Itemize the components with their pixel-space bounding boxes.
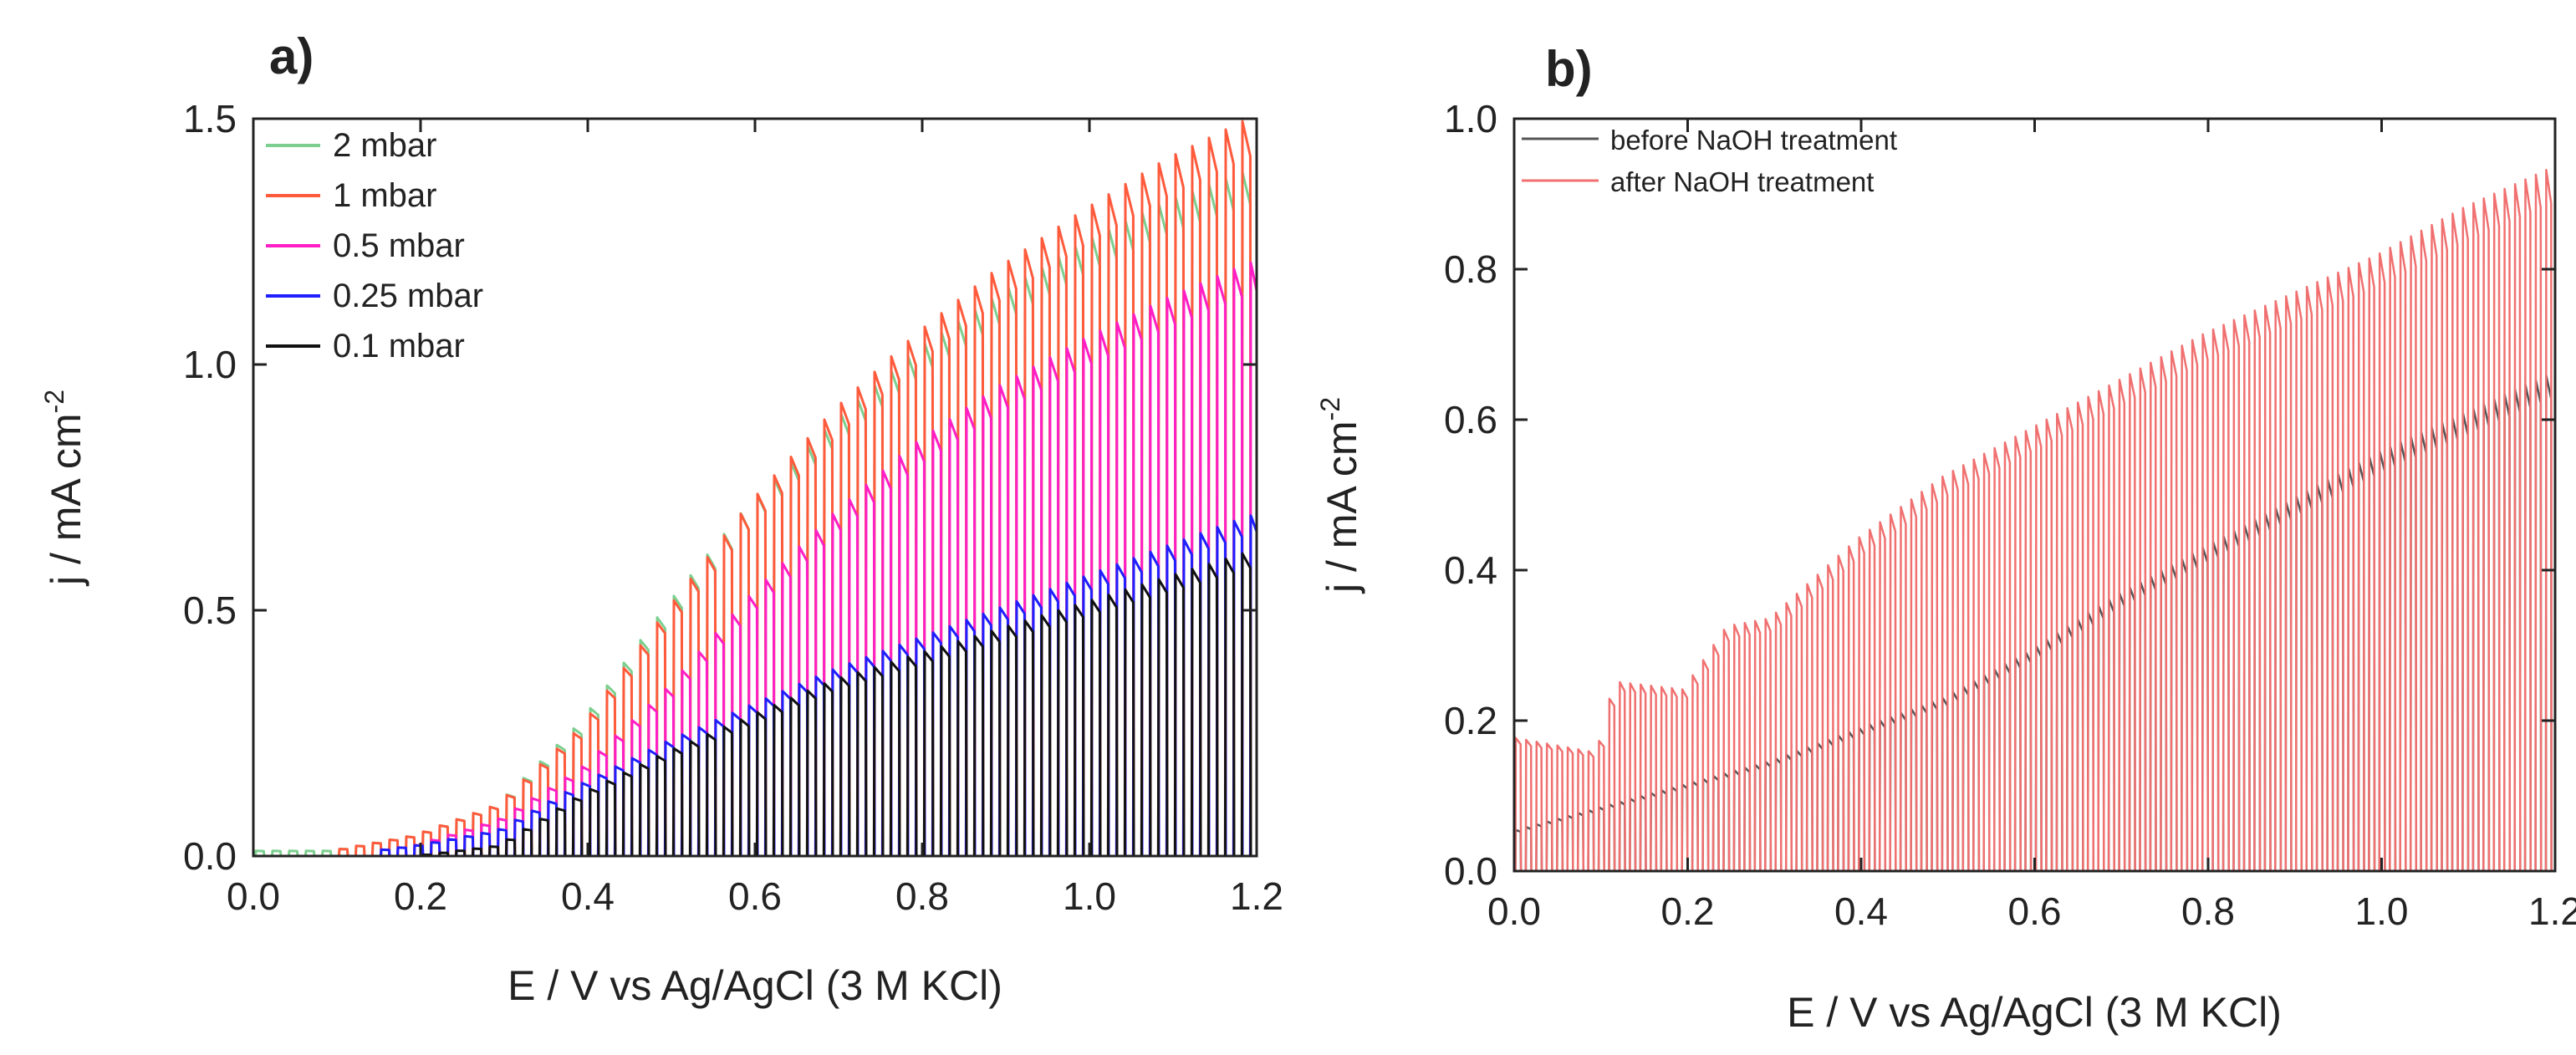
panel-b-x-axis-title: E / V vs Ag/AgCl (3 M KCl) (1787, 989, 2282, 1036)
panel-b-y-axis-title-sup: -2 (1315, 397, 1345, 420)
x-tick-label: 0.6 (728, 874, 782, 918)
x-tick-label: 0.4 (561, 874, 615, 918)
panel-a-x-axis-title: E / V vs Ag/AgCl (3 M KCl) (508, 962, 1002, 1009)
panel-b-axes-frame (1512, 117, 2557, 873)
x-tick-label: 0.0 (1487, 889, 1541, 933)
x-tick-label: 0.8 (895, 874, 949, 918)
panel-a: a) 0.0 0.2 0.4 0.6 0.8 1.0 1.2 0.0 0.5 1.0 1.5 2 m… (39, 28, 1283, 1009)
x-tick-label: 1.2 (1230, 874, 1283, 918)
y-tick-label: 1.5 (183, 97, 237, 140)
legend-label: 0.5 mbar (333, 227, 465, 264)
panel-b-label: b) (1545, 41, 1593, 97)
y-tick-label: 0.6 (1444, 398, 1497, 441)
x-tick-label: 0.8 (2181, 889, 2235, 933)
x-tick-label: 1.0 (1063, 874, 1116, 918)
y-tick-label: 1.0 (1444, 97, 1497, 140)
y-tick-label: 0.0 (1444, 849, 1497, 893)
x-tick-label: 1.0 (2355, 889, 2409, 933)
x-tick-label: 0.4 (1834, 889, 1888, 933)
x-tick-label: 0.0 (227, 874, 280, 918)
y-tick-label: 0.4 (1444, 548, 1497, 592)
y-tick-label: 0.8 (1444, 247, 1497, 291)
x-tick-label: 0.2 (394, 874, 447, 918)
panel-b-y-axis-title-main: j / mA cm (1319, 420, 1365, 594)
y-tick-label: 1.0 (183, 343, 237, 386)
panel-b: b) 0.0 0.2 0.4 0.6 0.8 1.0 1.2 0.0 0.2 0.4 0.6 0.8 1… (1315, 41, 2576, 1036)
y-tick-label: 0.2 (1444, 699, 1497, 742)
legend-label: 2 mbar (333, 127, 437, 164)
legend-label: before NaOH treatment (1610, 125, 1897, 155)
panel-b-y-axis-title: j / mA cm-2 (1315, 397, 1365, 594)
x-tick-label: 1.2 (2528, 889, 2576, 933)
y-tick-label: 0.5 (183, 589, 237, 632)
panel-a-ticks: 0.0 0.2 0.4 0.6 0.8 1.0 1.2 0.0 0.5 1.0 1.5 (183, 97, 1283, 918)
x-tick-label: 0.2 (1661, 889, 1715, 933)
y-tick-label: 0.0 (183, 834, 237, 878)
panel-b-legend: before NaOH treatment after NaOH treatmen… (1522, 125, 1897, 197)
panel-a-y-axis-title-sup: -2 (39, 390, 69, 413)
panel-a-legend: 2 mbar 1 mbar 0.5 mbar 0.25 mbar 0.1 mbar (266, 127, 483, 364)
panel-a-y-axis-title-main: j / mA cm (43, 413, 89, 587)
panel-a-axes-frame (252, 117, 1258, 858)
panel-a-label: a) (269, 28, 314, 84)
legend-label: after NaOH treatment (1610, 166, 1874, 197)
legend-label: 0.1 mbar (333, 328, 465, 364)
x-tick-label: 0.6 (2008, 889, 2062, 933)
legend-label: 0.25 mbar (333, 278, 483, 314)
panel-a-y-axis-title: j / mA cm-2 (39, 390, 89, 587)
legend-label: 1 mbar (333, 177, 437, 214)
